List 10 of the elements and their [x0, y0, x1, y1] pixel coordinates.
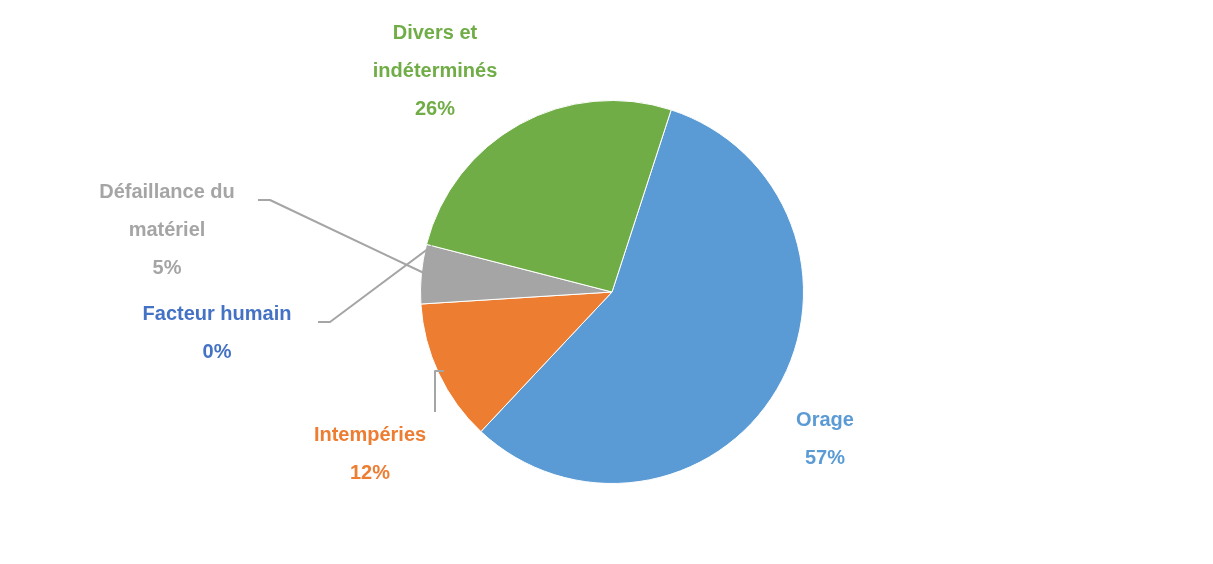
- slice-label: Orage: [796, 407, 854, 430]
- slice-label: Défaillance du matériel: [99, 179, 235, 240]
- data-label: 12%: [349, 460, 391, 483]
- category-label: Facteur humain: [142, 301, 292, 324]
- data-label: 57%: [804, 445, 846, 468]
- text: 0%: [202, 339, 232, 362]
- slice-label: Intempéries: [313, 422, 427, 445]
- data-label: 5%: [152, 255, 182, 278]
- slice-label: Divers et indéterminés: [372, 20, 498, 81]
- data-label: 26%: [414, 96, 456, 119]
